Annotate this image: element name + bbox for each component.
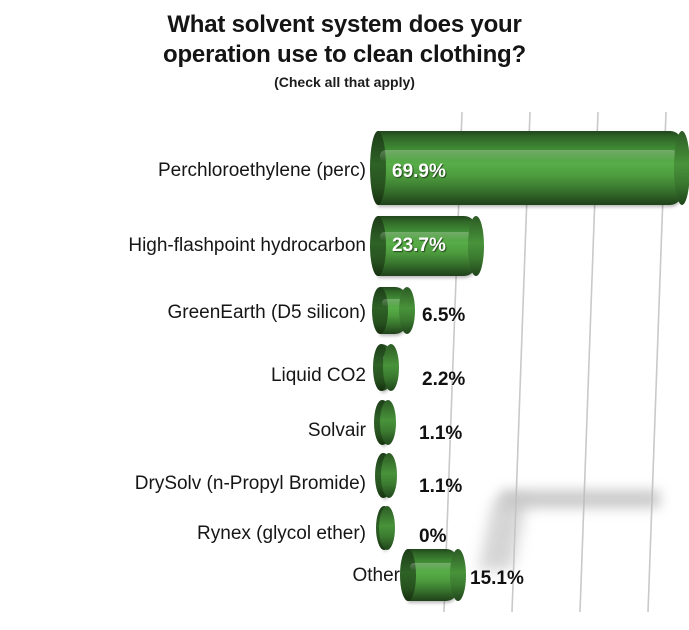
category-label-5: Solvair xyxy=(307,420,366,441)
value-label-3: 6.5% xyxy=(422,305,466,326)
bar-left-cap xyxy=(376,506,392,550)
page-title-line-2: operation use to clean clothing? xyxy=(163,41,526,68)
bar-cylinder xyxy=(375,453,397,498)
value-label-6: 1.1% xyxy=(419,476,463,497)
bar-cylinder xyxy=(374,400,396,445)
value-label-1: 69.9% xyxy=(392,161,446,182)
bar-4[interactable] xyxy=(373,344,399,391)
bar-left-cap xyxy=(375,453,391,498)
bar-highlight xyxy=(410,562,454,571)
bar-5[interactable] xyxy=(374,400,396,445)
category-label-2: High-flashpoint hydrocarbon xyxy=(128,235,366,256)
bar-cylinder xyxy=(373,344,399,391)
bar-3[interactable] xyxy=(372,287,415,334)
value-label-4: 2.2% xyxy=(422,369,466,390)
bar-left-cap xyxy=(373,344,389,391)
bar-cylinder xyxy=(372,287,415,334)
chart-subtitle: (Check all that apply) xyxy=(274,74,415,90)
value-label-2: 23.7% xyxy=(392,235,446,256)
bar-6[interactable] xyxy=(375,453,397,498)
shadow-artifact-horizontal xyxy=(500,490,660,508)
category-label-1: Perchloroethylene (perc) xyxy=(157,160,366,181)
bar-highlight xyxy=(383,356,387,364)
category-label-8: Other xyxy=(352,565,400,586)
plot-area: Perchloroethylene (perc) 69.9% High-flashp… xyxy=(0,112,689,624)
page-title-line-1: What solvent system does your xyxy=(167,11,522,38)
category-label-6: DrySolv (n-Propyl Bromide) xyxy=(134,473,366,494)
bar-cylinder xyxy=(376,506,395,550)
value-label-5: 1.1% xyxy=(419,423,463,444)
category-label-4: Liquid CO2 xyxy=(270,365,366,386)
bar-left-cap xyxy=(400,549,416,601)
value-label-8: 15.1% xyxy=(470,568,524,589)
bar-left-cap xyxy=(372,287,388,334)
category-label-3: GreenEarth (D5 silicon) xyxy=(167,302,366,323)
chart-title-block: What solvent system does your operation … xyxy=(0,10,689,90)
category-label-7: Rynex (glycol ether) xyxy=(197,523,366,544)
value-label-7: 0% xyxy=(419,526,447,547)
bar-7[interactable] xyxy=(376,506,395,550)
bar-8[interactable] xyxy=(400,549,466,601)
shadow-artifact-vertical xyxy=(478,498,528,570)
bar-left-cap xyxy=(374,400,390,445)
bar-left-cap xyxy=(370,216,386,276)
bar-left-cap xyxy=(370,131,386,205)
bar-cylinder xyxy=(400,549,466,601)
